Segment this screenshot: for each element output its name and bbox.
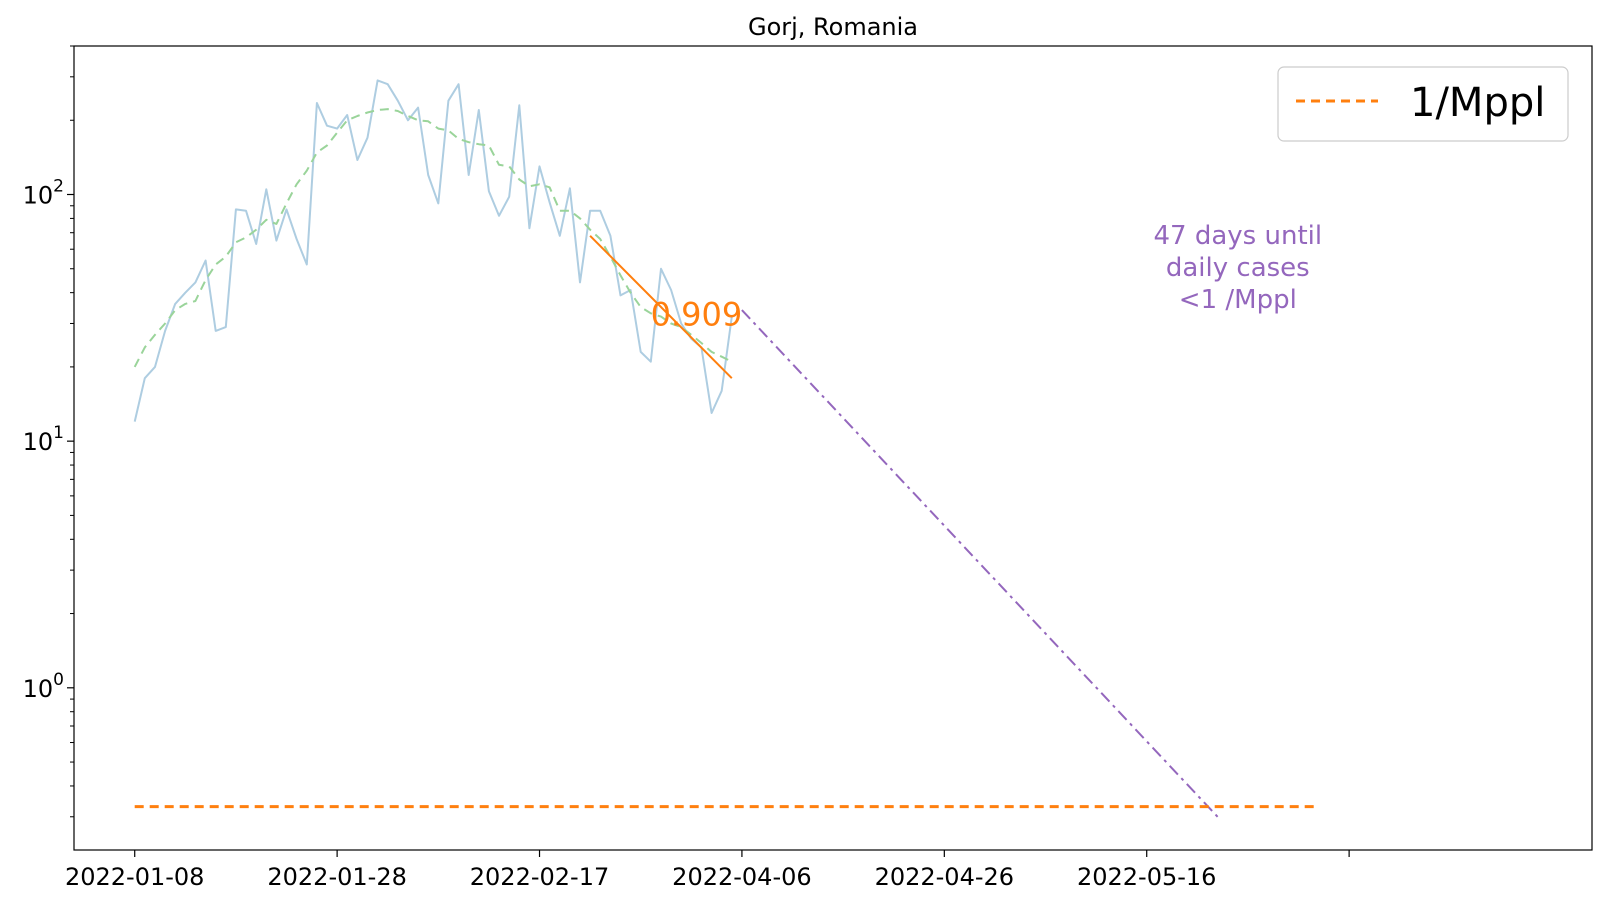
series-layer	[133, 79, 1319, 818]
plot-area	[73, 45, 1593, 851]
slope-label: 0.909	[651, 295, 743, 333]
chart-title: Gorj, Romania	[748, 13, 918, 41]
legend-box	[1277, 66, 1569, 142]
legend-label: 1/Mppl	[1410, 80, 1545, 126]
series-projection	[741, 309, 1219, 818]
y-tick-label: 100	[23, 670, 64, 703]
series-daily-cases	[133, 79, 733, 422]
legend: 1/Mppl	[1277, 66, 1569, 142]
y-tick-label: 101	[23, 423, 64, 456]
x-tick-label: 2022-04-26	[875, 863, 1014, 891]
x-tick-label: 2022-02-17	[470, 863, 609, 891]
annotation-layer: 0.909 47 days until daily cases <1 /Mppl	[651, 221, 1323, 333]
y-axis: 100 101 102	[23, 45, 74, 818]
x-tick-label: 2022-01-08	[65, 863, 204, 891]
x-tick-label: 2022-01-28	[267, 863, 406, 891]
x-tick-label: 2022-05-16	[1077, 863, 1216, 891]
x-tick-label: 2022-04-06	[672, 863, 811, 891]
x-axis: 2022-01-08 2022-01-28 2022-02-17 2022-04-06…	[65, 850, 1350, 891]
series-trend-fit	[589, 235, 733, 379]
y-tick-label: 102	[23, 177, 64, 210]
projection-note: 47 days until daily cases <1 /Mppl	[1154, 221, 1323, 315]
